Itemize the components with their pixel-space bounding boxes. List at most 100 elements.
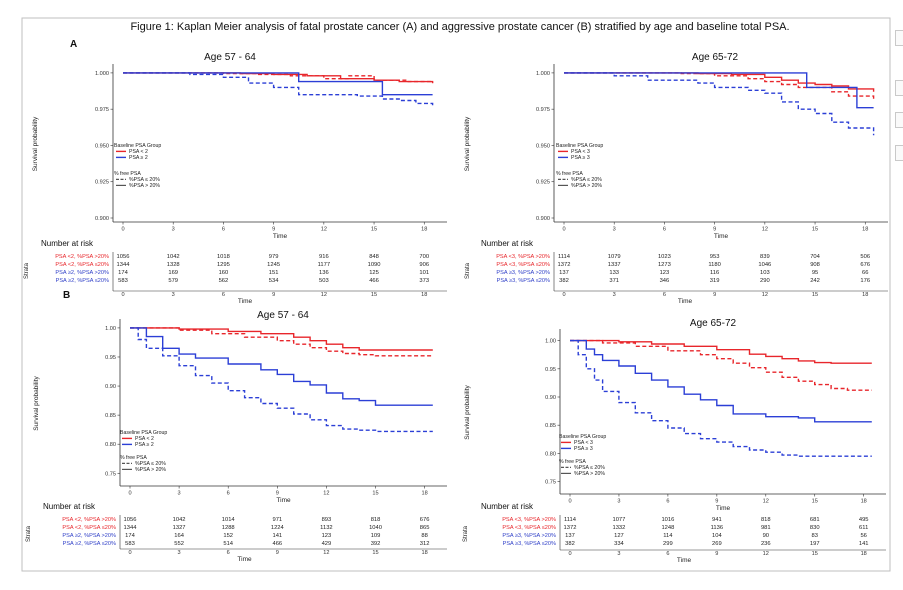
legend-item: PSA ≥ 3	[574, 446, 593, 452]
risk-cell: 893	[322, 517, 332, 523]
risk-cell: 66	[862, 270, 868, 276]
risk-cell: 312	[420, 541, 430, 547]
risk-cell: 1180	[708, 262, 720, 268]
risk-x-axis-label: Time	[238, 298, 253, 305]
legend-free-title: % free PSA	[559, 459, 586, 465]
x-tick-label: 9	[715, 499, 718, 505]
side-tab-3[interactable]	[895, 112, 903, 128]
y-tick-label: 1.000	[536, 71, 550, 77]
survival-curve-solid-2	[130, 327, 433, 406]
risk-cell: 334	[614, 541, 624, 547]
risk-cell: 1337	[608, 262, 621, 268]
chart-title: Age 57 - 64	[257, 310, 309, 321]
risk-cell: 916	[319, 254, 329, 260]
side-tab-4[interactable]	[895, 145, 903, 161]
risk-x-tick-label: 12	[323, 550, 329, 556]
x-tick-label: 18	[862, 227, 868, 233]
x-tick-label: 3	[613, 227, 616, 233]
risk-table-title: Number at risk	[41, 239, 94, 248]
x-tick-label: 0	[128, 491, 131, 497]
strata-label: Strata	[24, 262, 30, 279]
risk-x-axis-label: Time	[237, 556, 252, 563]
panel-a-label: A	[70, 39, 77, 50]
risk-cell: 127	[614, 533, 624, 539]
risk-cell: 152	[223, 533, 233, 539]
risk-x-tick-label: 6	[227, 550, 230, 556]
risk-cell: 104	[712, 533, 722, 539]
survival-curve-dashed-3	[570, 339, 872, 457]
y-axis-label: Survival probability	[464, 116, 471, 171]
risk-cell: 382	[565, 541, 575, 547]
risk-cell: 583	[125, 541, 135, 547]
risk-table-title: Number at risk	[43, 502, 96, 511]
side-tab-1[interactable]	[895, 30, 903, 46]
y-tick-label: 0.95	[545, 367, 556, 373]
x-tick-label: 6	[663, 227, 666, 233]
risk-cell: 704	[810, 254, 820, 260]
risk-cell: 373	[419, 278, 429, 284]
x-axis-label: Time	[716, 505, 731, 512]
legend-item: PSA ≥ 2	[135, 442, 154, 448]
risk-cell: 176	[860, 278, 870, 284]
risk-cell: 392	[371, 541, 381, 547]
legend-item: %PSA > 20%	[571, 183, 602, 189]
risk-cell: 839	[760, 254, 770, 260]
risk-cell: 1372	[558, 262, 571, 268]
risk-cell: 1248	[661, 525, 674, 531]
risk-cell: 503	[319, 278, 329, 284]
x-tick-label: 0	[562, 227, 565, 233]
risk-x-tick-label: 0	[568, 551, 571, 557]
risk-row-label: PSA <3, %PSA >20%	[496, 254, 550, 260]
risk-x-axis-label: Time	[678, 298, 693, 305]
x-tick-label: 0	[121, 227, 124, 233]
x-axis-label: Time	[273, 233, 288, 240]
risk-x-tick-label: 9	[713, 292, 716, 298]
risk-row-label: PSA <2, %PSA >20%	[55, 254, 109, 260]
risk-cell: 495	[859, 517, 869, 523]
risk-cell: 562	[219, 278, 229, 284]
risk-cell: 197	[810, 541, 820, 547]
x-tick-label: 3	[617, 499, 620, 505]
y-tick-label: 0.950	[95, 143, 109, 149]
legend-item: PSA < 2	[135, 436, 154, 442]
y-tick-label: 0.900	[95, 216, 109, 222]
risk-cell: 160	[219, 270, 229, 276]
x-tick-label: 12	[321, 227, 327, 233]
y-tick-label: 0.95	[105, 355, 116, 361]
x-tick-label: 15	[371, 227, 377, 233]
risk-row-label: PSA ≥2, %PSA ≤20%	[56, 278, 109, 284]
risk-row-label: PSA <3, %PSA ≤20%	[496, 262, 550, 268]
risk-cell: 90	[763, 533, 769, 539]
risk-row-label: PSA ≥3, %PSA >20%	[502, 533, 556, 539]
risk-cell: 953	[710, 254, 720, 260]
chart-title: Age 57 - 64	[204, 52, 256, 63]
risk-cell: 114	[663, 533, 673, 539]
chart-title: Age 65-72	[690, 318, 737, 329]
risk-cell: 109	[371, 533, 381, 539]
x-tick-label: 12	[763, 499, 769, 505]
risk-cell: 1327	[173, 525, 186, 531]
risk-x-tick-label: 12	[321, 292, 327, 298]
survival-curve-solid-0	[130, 327, 433, 351]
x-tick-label: 9	[713, 227, 716, 233]
survival-curve-dashed-3	[130, 327, 433, 433]
risk-cell: 137	[559, 270, 569, 276]
risk-cell: 1114	[564, 517, 577, 523]
risk-cell: 865	[420, 525, 430, 531]
risk-cell: 514	[223, 541, 233, 547]
risk-cell: 299	[663, 541, 673, 547]
legend-item: %PSA > 20%	[135, 467, 166, 473]
risk-cell: 1056	[124, 517, 137, 523]
risk-row-label: PSA <2, %PSA ≤20%	[62, 525, 116, 531]
y-tick-label: 1.00	[545, 339, 556, 345]
side-tab-2[interactable]	[895, 80, 903, 96]
risk-x-tick-label: 6	[663, 292, 666, 298]
km-chart-a1: Age 57 - 64 1.000 0.975 0.950 0.925 0.900 0 3 6 9…	[24, 52, 447, 305]
y-tick-label: 0.950	[536, 143, 550, 149]
risk-x-tick-label: 18	[861, 551, 867, 557]
legend-item: %PSA > 20%	[129, 183, 160, 189]
y-tick-label: 0.900	[536, 216, 550, 222]
risk-cell: 981	[761, 525, 771, 531]
x-tick-label: 15	[812, 227, 818, 233]
